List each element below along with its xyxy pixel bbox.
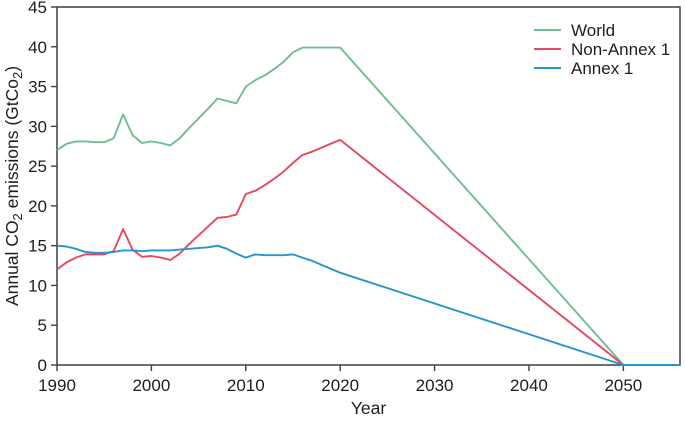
y-tick-label: 40 xyxy=(28,38,47,57)
y-tick-label: 25 xyxy=(28,157,47,176)
y-tick-label: 10 xyxy=(28,276,47,295)
y-tick-label: 15 xyxy=(28,237,47,256)
plot-border xyxy=(56,6,681,366)
x-tick-label: 2020 xyxy=(321,376,359,395)
x-tick-label: 2030 xyxy=(416,376,454,395)
y-tick-label: 20 xyxy=(28,197,47,216)
y-tick-label: 0 xyxy=(38,356,47,375)
x-tick-label: 1990 xyxy=(38,376,76,395)
y-tick-label: 45 xyxy=(28,0,47,17)
annex-1-line xyxy=(56,244,680,366)
y-axis-label: Annual CO2 emissions (GtCo2) xyxy=(2,66,25,306)
x-axis-label: Year xyxy=(351,398,387,418)
world-line xyxy=(56,46,625,366)
x-tick-label: 2040 xyxy=(510,376,548,395)
x-tick-label: 2010 xyxy=(227,376,265,395)
legend-label-annex-1: Annex 1 xyxy=(571,59,633,78)
y-tick-label: 5 xyxy=(38,316,47,335)
legend-label-non-annex-1: Non-Annex 1 xyxy=(571,40,670,59)
legend-label-world: World xyxy=(571,21,615,40)
y-tick-label: 30 xyxy=(28,117,47,136)
x-tick-label: 2050 xyxy=(604,376,642,395)
x-tick-label: 2000 xyxy=(132,376,170,395)
y-tick-label: 35 xyxy=(28,78,47,97)
non-annex-1-line xyxy=(56,138,624,366)
